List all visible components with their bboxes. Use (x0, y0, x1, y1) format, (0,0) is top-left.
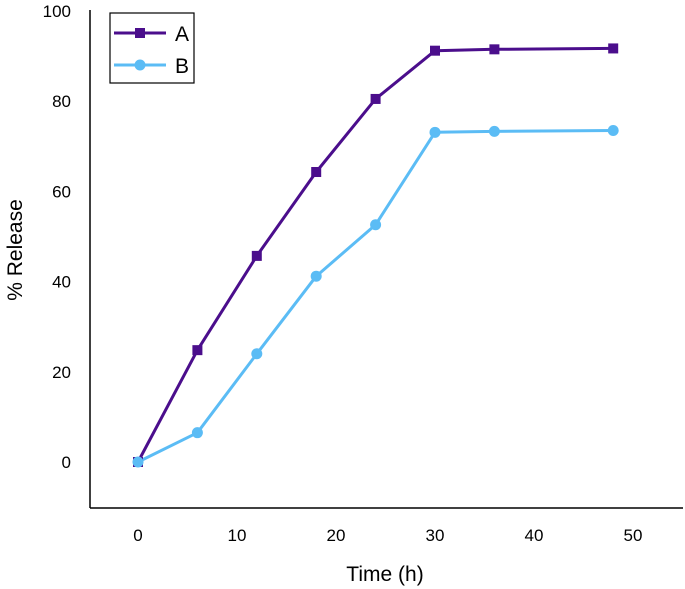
y-tick-label: 40 (52, 273, 71, 292)
data-point-b (132, 456, 144, 468)
series-line-b (137, 129, 614, 464)
y-tick-label: 0 (62, 453, 71, 472)
y-tick-labels: 0 20 40 60 80 100 (43, 2, 71, 472)
y-tick-label: 20 (52, 363, 71, 382)
data-point-a (370, 93, 381, 104)
x-tick-label: 40 (525, 526, 544, 545)
y-tick-label: 80 (52, 92, 71, 111)
legend-label-a: A (175, 23, 189, 46)
data-point-b (251, 348, 263, 360)
data-point-a (192, 345, 203, 356)
data-point-b (488, 125, 500, 137)
data-point-b (429, 126, 441, 138)
data-point-b (191, 427, 203, 439)
legend: A B (109, 12, 195, 84)
legend-marker-b (134, 59, 146, 71)
data-point-a (608, 43, 619, 54)
data-point-a (311, 167, 322, 178)
x-tick-label: 10 (228, 526, 247, 545)
x-axis-title: Time (h) (346, 563, 423, 586)
series-line-a (136, 46, 614, 463)
x-tick-label: 30 (426, 526, 445, 545)
x-tick-label: 50 (624, 526, 643, 545)
y-tick-label: 100 (43, 2, 71, 21)
y-axis-title: % Release (4, 199, 27, 301)
data-point-b (310, 270, 322, 282)
data-point-b (370, 219, 382, 231)
series-layer (132, 43, 619, 468)
data-point-b (607, 125, 619, 137)
x-tick-labels: 0 10 20 30 40 50 (133, 526, 642, 545)
data-point-a (251, 250, 262, 261)
x-tick-label: 20 (327, 526, 346, 545)
legend-label-b: B (175, 55, 189, 78)
y-tick-label: 60 (52, 182, 71, 201)
x-tick-label: 0 (133, 526, 142, 545)
data-point-a (430, 45, 440, 56)
data-point-a (489, 44, 500, 55)
legend-marker-a (135, 28, 145, 38)
legend-box (109, 12, 195, 84)
